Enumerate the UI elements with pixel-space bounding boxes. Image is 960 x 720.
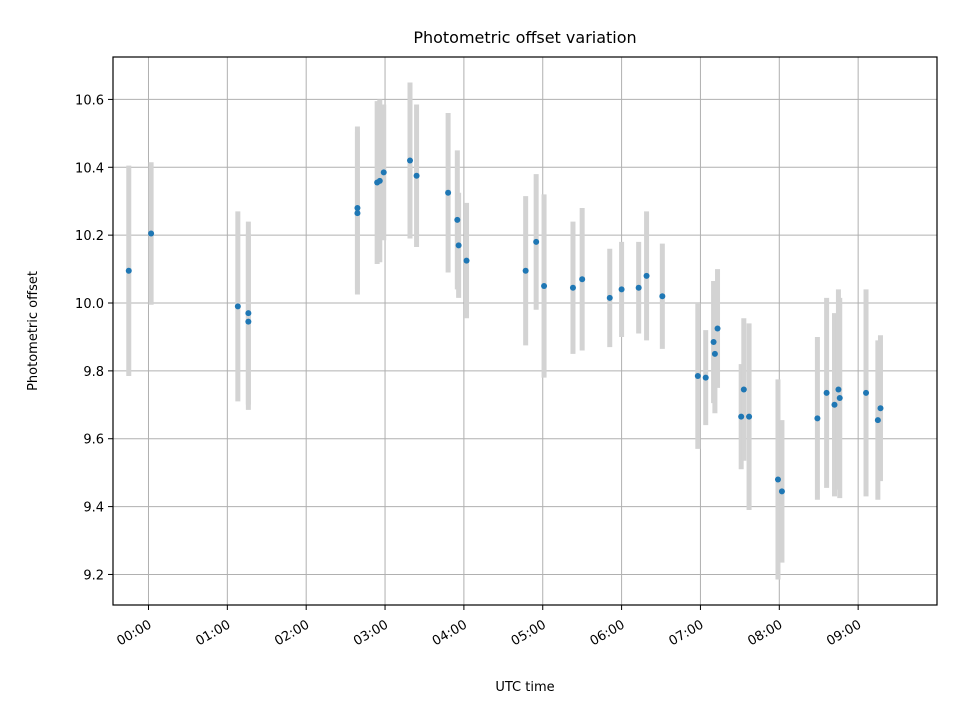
plot-frame (112, 56, 938, 606)
data-point (407, 157, 414, 164)
data-point (635, 284, 642, 291)
data-point (125, 267, 132, 274)
data-point (618, 286, 625, 293)
data-point (533, 238, 540, 245)
data-point (835, 386, 842, 393)
data-point (234, 303, 241, 310)
data-point (831, 401, 838, 408)
data-point (877, 405, 884, 412)
data-point (814, 415, 821, 422)
y-tick-label: 10.4 (75, 161, 104, 176)
data-point (659, 293, 666, 300)
x-axis-label: UTC time (495, 680, 554, 695)
data-point (863, 389, 870, 396)
data-point (445, 189, 452, 196)
data-point (740, 386, 747, 393)
data-point (774, 476, 781, 483)
y-tick-label: 10.0 (75, 297, 104, 312)
data-point (714, 325, 721, 332)
data-point (569, 284, 576, 291)
data-points (125, 157, 884, 495)
data-point (874, 417, 881, 424)
data-point (711, 350, 718, 357)
y-tick-label: 9.6 (83, 433, 104, 448)
data-point (710, 339, 717, 346)
y-tick-label: 10.2 (75, 229, 104, 244)
data-point (738, 413, 745, 420)
y-axis-ticks: 9.2 9.4 9.6 9.8 10.0 10.2 10.4 10.6 (75, 93, 113, 583)
data-point (354, 210, 361, 217)
y-tick-label: 10.6 (75, 93, 104, 108)
data-point (778, 488, 785, 495)
data-point (413, 172, 420, 179)
data-point (606, 294, 613, 301)
data-point (746, 413, 753, 420)
y-tick-label: 9.8 (83, 365, 104, 380)
data-point (380, 169, 387, 176)
data-point (694, 372, 701, 379)
data-point (376, 177, 383, 184)
data-point (354, 204, 361, 211)
data-point (148, 230, 155, 237)
data-point (541, 283, 548, 290)
data-point (643, 272, 650, 279)
y-axis-label: Photometric offset (26, 271, 41, 391)
data-point (522, 267, 529, 274)
data-point (455, 242, 462, 249)
data-point (823, 389, 830, 396)
y-tick-label: 9.4 (83, 501, 104, 516)
data-point (702, 374, 709, 381)
chart-title: Photometric offset variation (413, 28, 636, 47)
data-point (245, 310, 252, 317)
data-point (245, 318, 252, 325)
data-point (579, 276, 586, 283)
data-point (836, 395, 843, 402)
data-point (454, 216, 461, 223)
y-tick-label: 9.2 (83, 568, 104, 583)
data-point (463, 257, 470, 264)
